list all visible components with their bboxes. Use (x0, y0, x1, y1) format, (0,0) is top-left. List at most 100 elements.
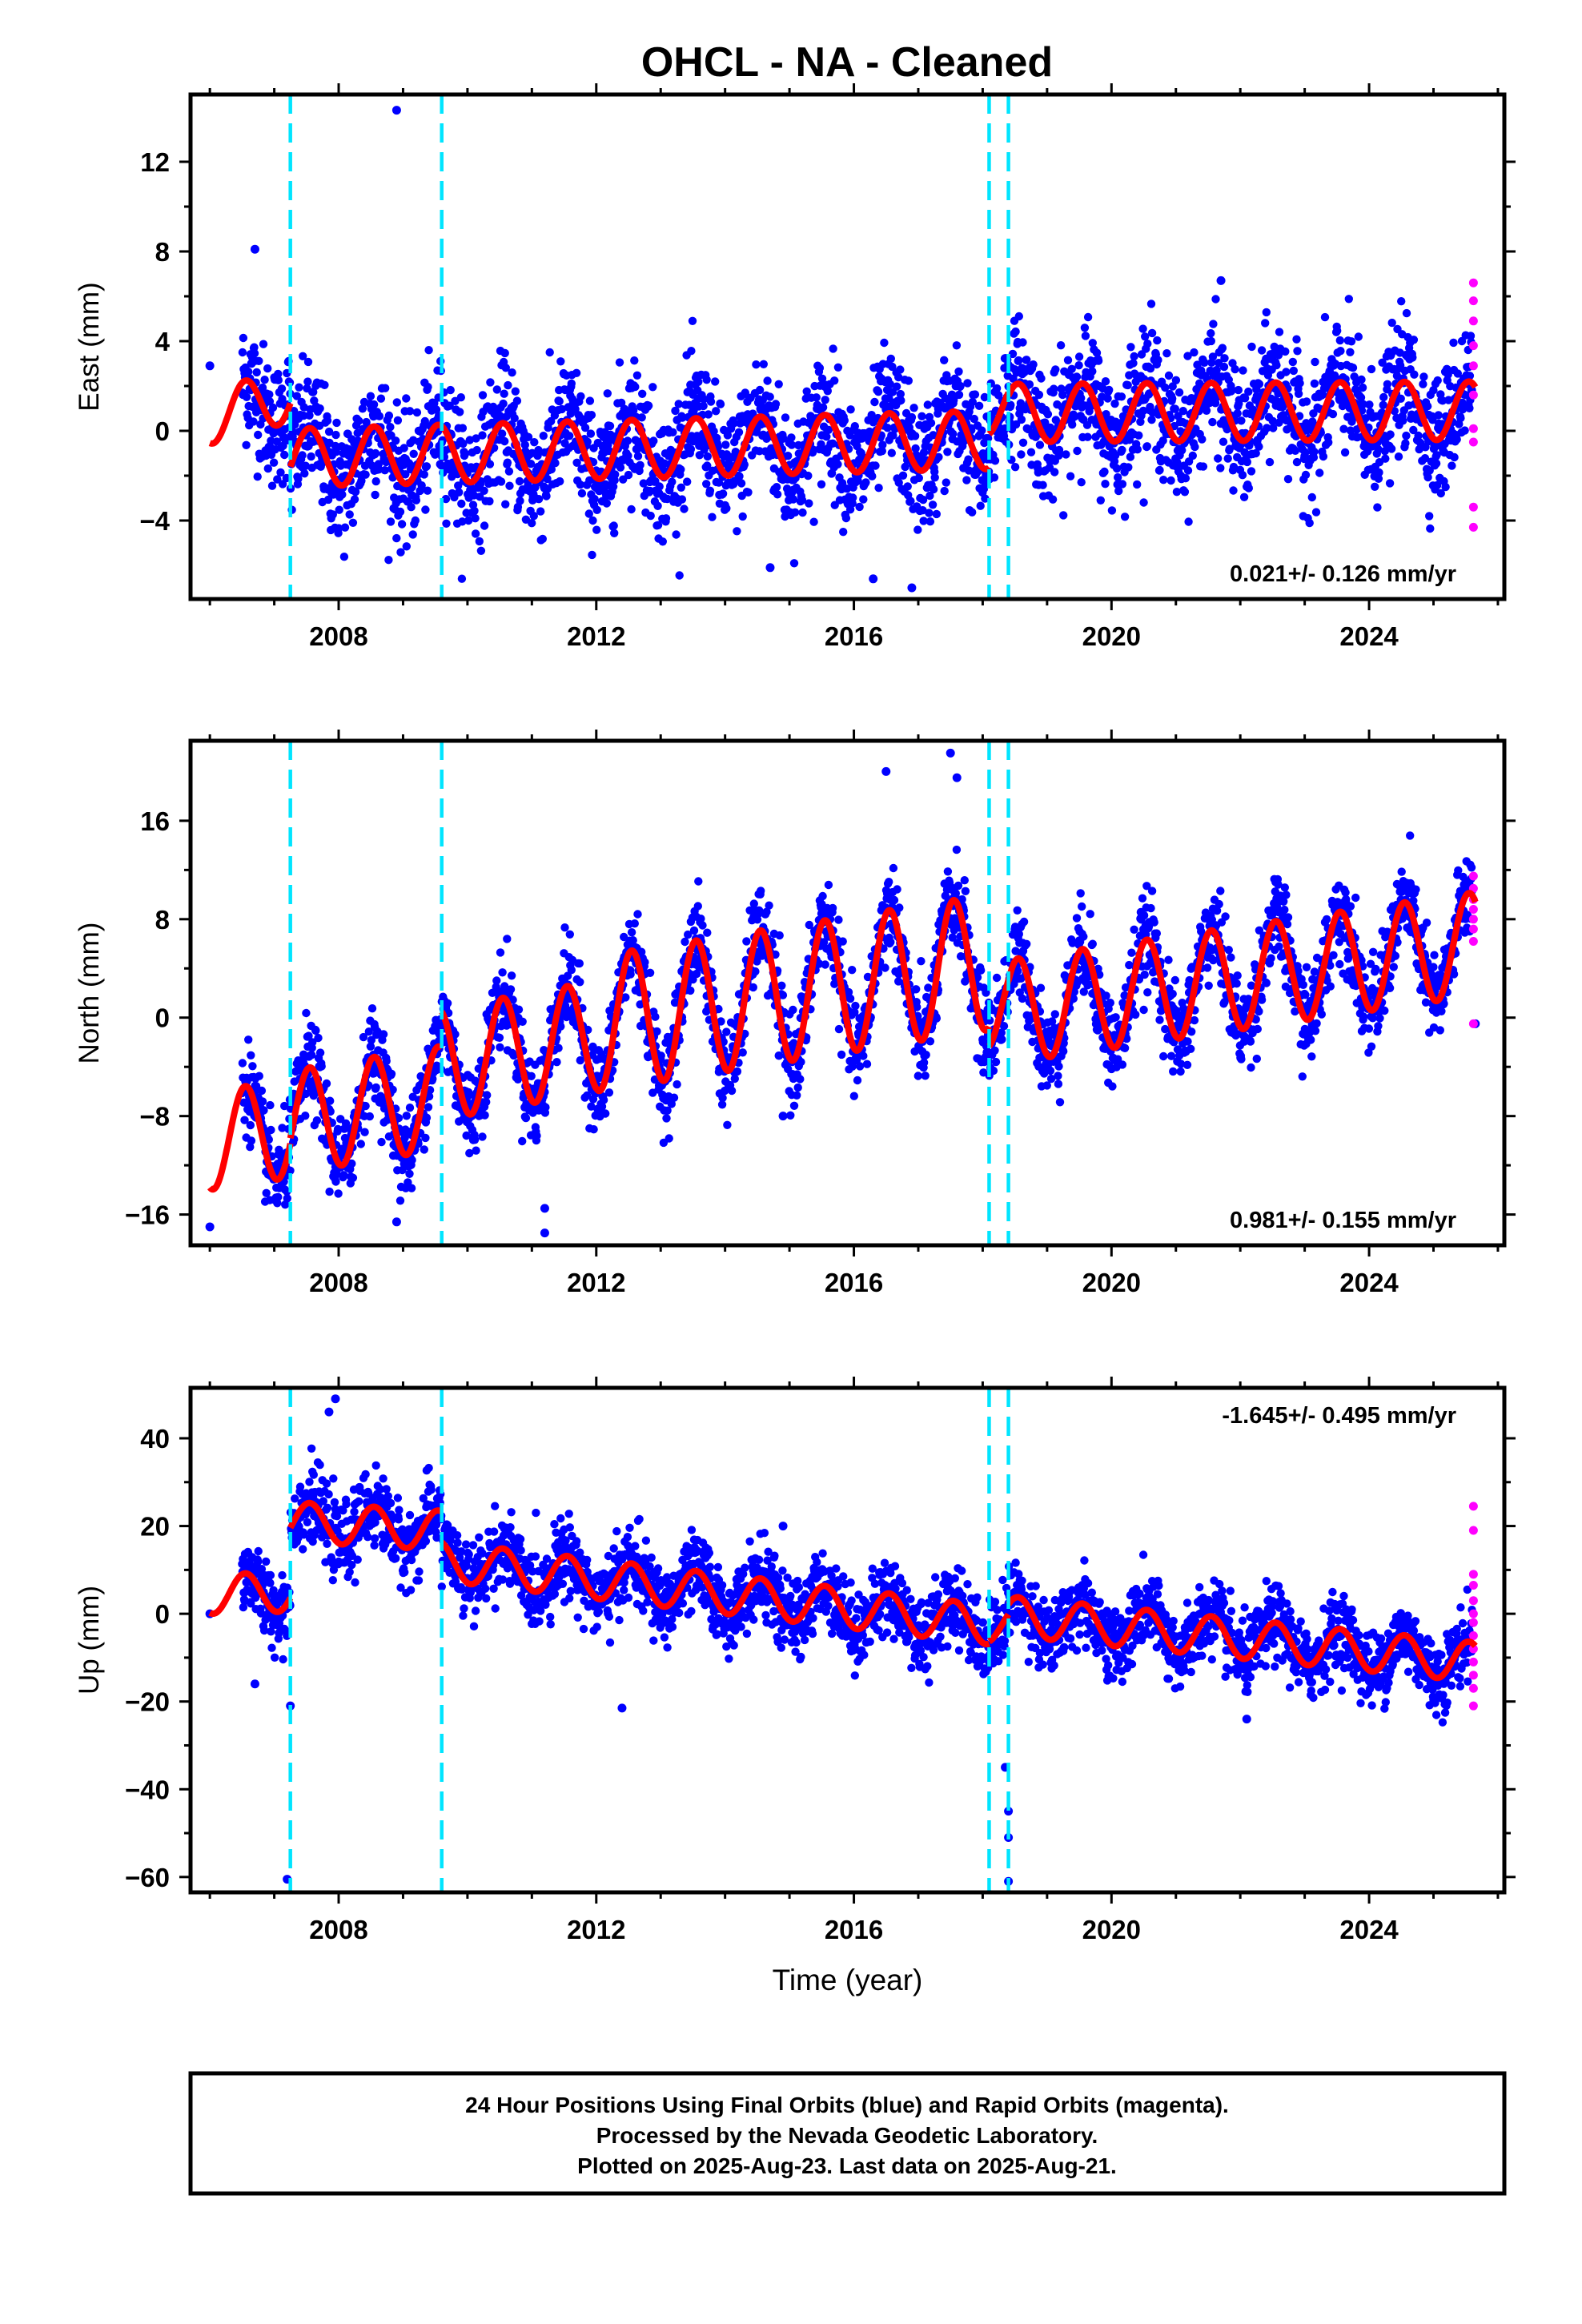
data-point-final (673, 1080, 681, 1089)
data-point-final (575, 959, 584, 968)
data-point-final (667, 1100, 676, 1108)
data-point-final (880, 338, 889, 348)
data-point-final (365, 1112, 374, 1121)
data-point-final (886, 938, 895, 947)
data-point-final (1229, 462, 1239, 472)
data-point-final (923, 400, 933, 409)
data-point-final (572, 368, 581, 377)
data-point-final (1054, 445, 1064, 455)
data-point-final (258, 1097, 267, 1106)
data-point-final (834, 915, 843, 924)
data-point-final (753, 957, 761, 966)
data-point-final (1346, 348, 1355, 356)
data-point-final (392, 398, 401, 407)
plot-area (205, 741, 1480, 1245)
data-point-final (1247, 467, 1256, 476)
data-point-final (910, 432, 920, 440)
data-point-final (263, 464, 272, 473)
data-point-final (364, 1027, 373, 1036)
data-point-final (789, 495, 798, 504)
data-point-final (919, 517, 928, 525)
data-point-final (423, 486, 432, 495)
data-point-final (1083, 432, 1092, 441)
data-point-final (1080, 324, 1090, 332)
data-point-final (498, 968, 507, 977)
data-point-final (740, 460, 749, 469)
data-point-final (505, 481, 514, 490)
data-point-final (775, 1051, 784, 1060)
data-point-final (1035, 440, 1045, 449)
data-point-final (1374, 474, 1383, 483)
data-point-final (723, 431, 733, 440)
data-point-final (380, 466, 389, 475)
data-point-final (274, 1192, 283, 1202)
data-point-final (1367, 364, 1376, 374)
data-point-final (1386, 430, 1395, 439)
data-point-final (326, 1096, 335, 1105)
data-point-final (554, 1043, 563, 1052)
data-point-final (1209, 320, 1218, 328)
data-point-final (503, 458, 512, 467)
data-point-final (299, 403, 308, 412)
data-point-final (846, 405, 855, 414)
data-point-final (990, 456, 1000, 465)
data-point-final (702, 480, 711, 489)
data-point-final (762, 907, 771, 916)
data-point-final (1419, 380, 1427, 388)
data-point-final (859, 1051, 868, 1060)
data-point-final (670, 998, 680, 1007)
data-point-final (695, 451, 704, 460)
data-point-final (299, 352, 307, 360)
data-point-final (1465, 404, 1474, 412)
data-point-final (1415, 444, 1423, 454)
data-point-final (708, 513, 717, 521)
data-point-final (350, 495, 359, 504)
data-point-final (1288, 357, 1298, 367)
data-point-final (1034, 390, 1044, 400)
data-point-final (334, 524, 343, 533)
data-point-final (849, 1092, 859, 1100)
data-point-final (1223, 454, 1232, 463)
data-point-final (1088, 339, 1098, 348)
data-point-final (1154, 356, 1162, 364)
data-point-final (1425, 512, 1434, 521)
data-point-final (926, 517, 935, 526)
data-point-final (1178, 407, 1188, 416)
data-point-final (663, 494, 672, 504)
data-point-final (1010, 463, 1020, 472)
data-point-final (818, 891, 827, 901)
data-point-final (1166, 476, 1175, 485)
data-point-final (874, 484, 883, 493)
data-point-final (895, 903, 904, 912)
data-point-final (472, 434, 480, 443)
data-point-final (1387, 444, 1396, 453)
data-point-final (645, 968, 655, 978)
data-point-final (393, 416, 403, 425)
data-point-final (1026, 448, 1036, 456)
data-point-final (1172, 488, 1182, 497)
data-point-final (1358, 383, 1367, 392)
data-point-final (472, 1146, 480, 1155)
data-point-final (366, 392, 375, 400)
data-point-final (401, 470, 410, 479)
data-point-final (717, 1100, 727, 1109)
data-point-final (605, 421, 615, 431)
data-point-final (652, 1027, 661, 1036)
data-point-final (962, 476, 971, 485)
data-point-final (1429, 386, 1438, 395)
data-point-final (1006, 400, 1015, 409)
data-point-final (1037, 374, 1046, 383)
data-point-final (470, 506, 479, 516)
data-point-final (1229, 486, 1238, 495)
data-point-final (773, 490, 782, 499)
data-point-final (828, 903, 837, 913)
data-point-final (1019, 917, 1029, 927)
data-point-final (576, 978, 584, 987)
data-point-final (239, 333, 248, 343)
data-point-final (311, 1026, 320, 1035)
data-point-final (893, 885, 901, 894)
data-point-final (1181, 474, 1191, 483)
data-point-final (359, 1032, 368, 1042)
data-point-final (921, 1051, 930, 1059)
data-point-final (592, 525, 601, 534)
